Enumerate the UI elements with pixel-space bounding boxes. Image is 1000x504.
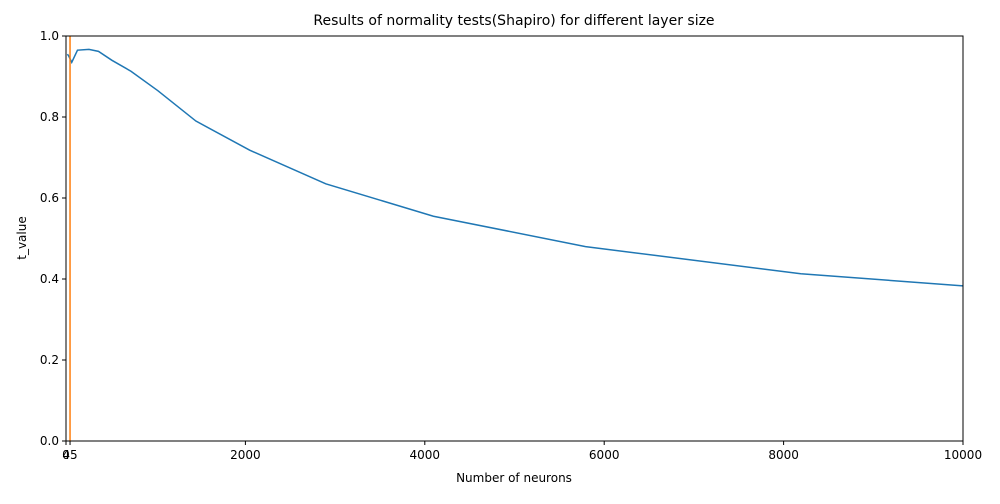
y-axis-label: t_value xyxy=(15,216,29,259)
y-tick-label: 0.8 xyxy=(40,110,59,124)
y-tick-label: 1.0 xyxy=(40,29,59,43)
y-tick-label: 0.6 xyxy=(40,191,59,205)
x-tick-label: 8000 xyxy=(768,448,799,462)
y-tick-label: 0.2 xyxy=(40,353,59,367)
x-tick-label: 0 xyxy=(62,448,70,462)
x-tick-label: 45 xyxy=(62,448,77,462)
x-tick-label: 10000 xyxy=(944,448,982,462)
chart-title: Results of normality tests(Shapiro) for … xyxy=(313,13,714,29)
y-tick-label: 0.4 xyxy=(40,272,59,286)
y-tick-label: 0.0 xyxy=(40,434,59,448)
x-tick-label: 2000 xyxy=(230,448,261,462)
x-tick-label: 4000 xyxy=(410,448,441,462)
plot-frame xyxy=(65,35,964,442)
x-tick-label: 6000 xyxy=(589,448,620,462)
line-series xyxy=(66,48,964,287)
x-axis-label: Number of neurons xyxy=(456,471,572,485)
